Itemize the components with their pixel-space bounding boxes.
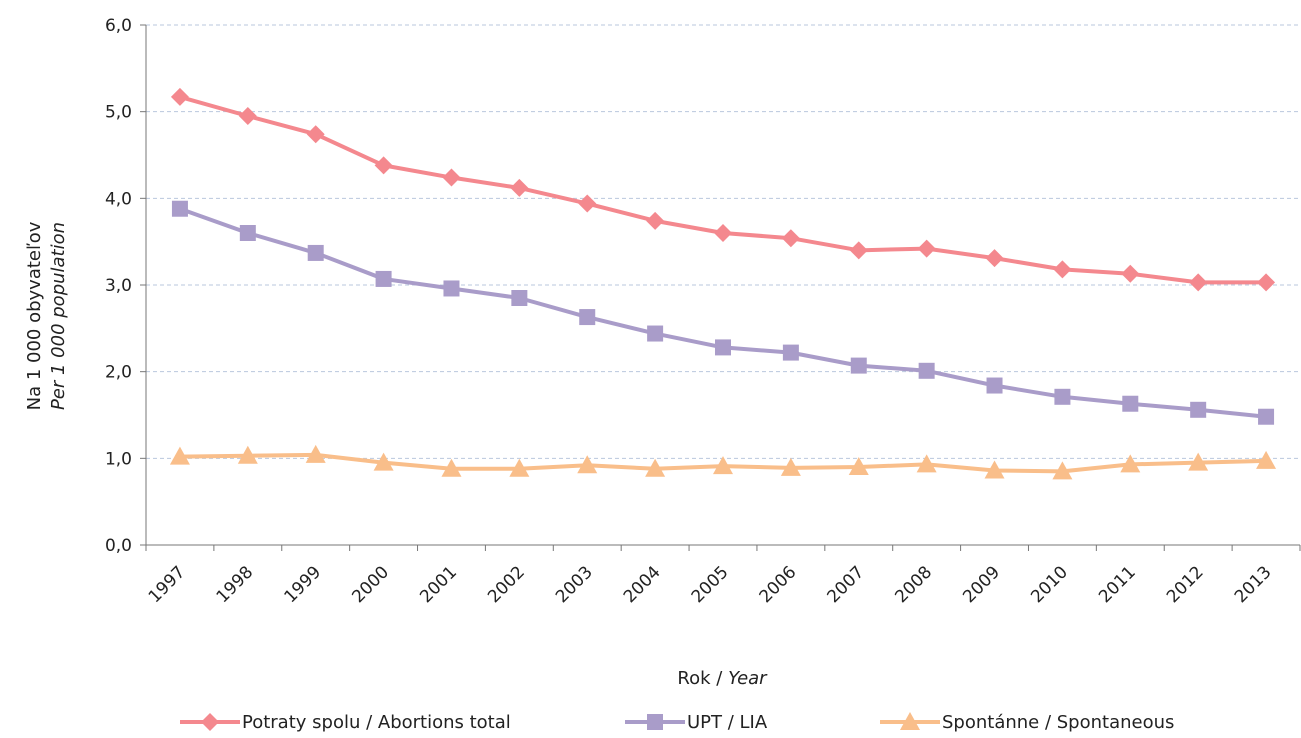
data-point-series-1	[985, 249, 1004, 268]
data-point-series-1	[374, 156, 393, 175]
legend-marker-3	[900, 712, 920, 730]
data-point-series-3	[373, 452, 394, 471]
data-point-series-2	[1054, 388, 1071, 405]
data-point-series-1	[238, 107, 257, 125]
gridlines	[146, 24, 1300, 459]
axes: 0,0 1,0 2,0 3,0 4,0 5,0 6,0 1997 1998 1999 2000 200…	[105, 16, 1301, 607]
data-point-series-2	[511, 290, 528, 306]
x-tick-label: 2005	[688, 562, 733, 607]
series-markers	[169, 87, 1277, 480]
x-tick-label: 2006	[756, 562, 801, 607]
data-point-series-3	[984, 460, 1005, 479]
series-lines	[179, 95, 1267, 474]
data-point-series-2	[171, 200, 188, 217]
x-tick-label: 2003	[552, 562, 597, 607]
data-point-series-2	[443, 280, 460, 297]
data-point-series-1	[510, 178, 529, 197]
data-point-series-3	[1052, 461, 1073, 480]
data-point-series-1	[849, 241, 868, 260]
data-point-series-3	[305, 444, 326, 463]
data-point-series-2	[1258, 408, 1275, 425]
data-point-series-2	[918, 362, 935, 379]
data-point-series-1	[781, 229, 800, 248]
data-point-series-3	[577, 455, 598, 474]
data-point-series-3	[237, 445, 258, 464]
x-tick-label: 2009	[959, 562, 1004, 607]
y-tick-label: 5,0	[105, 103, 132, 123]
x-axis-title-prefix: Rok /	[677, 668, 728, 689]
data-point-series-2	[850, 357, 867, 374]
y-axis-title-line1: Na 1 000 obyvateľov	[24, 221, 45, 410]
legend-marker-1	[201, 713, 219, 731]
data-point-series-1	[1053, 260, 1072, 279]
data-point-series-1	[442, 168, 461, 187]
x-tick-label: 2004	[620, 562, 665, 607]
data-point-series-2	[307, 244, 324, 261]
y-tick-label: 0,0	[105, 536, 132, 556]
legend-marker-2	[647, 714, 663, 730]
y-axis-title-line2: Per 1 000 population	[48, 222, 69, 410]
data-point-series-1	[578, 194, 597, 213]
series-line-1	[179, 95, 1267, 285]
data-point-series-1	[170, 87, 189, 106]
y-tick-label: 2,0	[105, 363, 132, 383]
data-point-series-3	[169, 446, 190, 465]
data-point-series-3	[645, 458, 666, 477]
data-point-series-1	[917, 239, 936, 258]
x-tick-label: 2008	[891, 562, 936, 607]
x-tick-label: 2001	[416, 562, 461, 607]
data-point-series-2	[647, 325, 664, 342]
data-point-series-3	[848, 457, 869, 475]
y-tick-label: 4,0	[105, 189, 132, 209]
x-tick-label: 2012	[1163, 562, 1208, 607]
x-tick-label: 2002	[484, 562, 529, 607]
data-point-series-1	[1189, 273, 1208, 292]
data-point-series-3	[1120, 454, 1141, 473]
data-point-series-3	[441, 458, 462, 477]
data-point-series-2	[986, 377, 1003, 394]
data-point-series-3	[780, 457, 801, 476]
data-point-series-2	[1190, 401, 1207, 418]
x-axis-title: Rok / Year	[677, 668, 768, 689]
data-point-series-2	[1122, 395, 1139, 412]
data-point-series-2	[375, 270, 392, 287]
y-tick-label: 6,0	[105, 16, 132, 36]
data-point-series-1	[714, 224, 732, 242]
x-tick-label: 2010	[1027, 562, 1072, 607]
x-tick-label: 1998	[213, 562, 258, 607]
data-point-series-3	[713, 456, 733, 475]
data-point-series-3	[916, 454, 937, 473]
y-tick-label: 3,0	[105, 276, 132, 296]
data-point-series-2	[239, 225, 256, 241]
x-tick-label: 2007	[824, 562, 869, 607]
x-tick-label: 2013	[1231, 562, 1276, 607]
data-point-series-1	[1257, 273, 1276, 292]
data-point-series-2	[782, 344, 799, 361]
data-point-series-1	[306, 125, 325, 144]
x-axis-title-italic: Year	[728, 668, 768, 689]
data-point-series-1	[646, 211, 665, 230]
x-tick-label: 2000	[348, 562, 393, 607]
data-point-series-2	[579, 309, 596, 326]
data-point-series-3	[1188, 452, 1209, 471]
x-tick-label: 2011	[1095, 562, 1140, 607]
legend-label-1: Potraty spolu / Abortions total	[242, 712, 511, 733]
data-point-series-3	[509, 458, 530, 477]
data-point-series-2	[715, 339, 731, 356]
y-tick-label: 1,0	[105, 449, 132, 469]
legend: Potraty spolu / Abortions total UPT / LIA…	[180, 712, 1174, 733]
legend-label-2: UPT / LIA	[687, 712, 768, 733]
data-point-series-1	[1121, 264, 1140, 283]
legend-label-3: Spontánne / Spontaneous	[942, 712, 1174, 733]
x-tick-label: 1999	[281, 562, 326, 607]
x-tick-label: 1997	[145, 562, 190, 607]
data-point-series-3	[1256, 450, 1277, 469]
